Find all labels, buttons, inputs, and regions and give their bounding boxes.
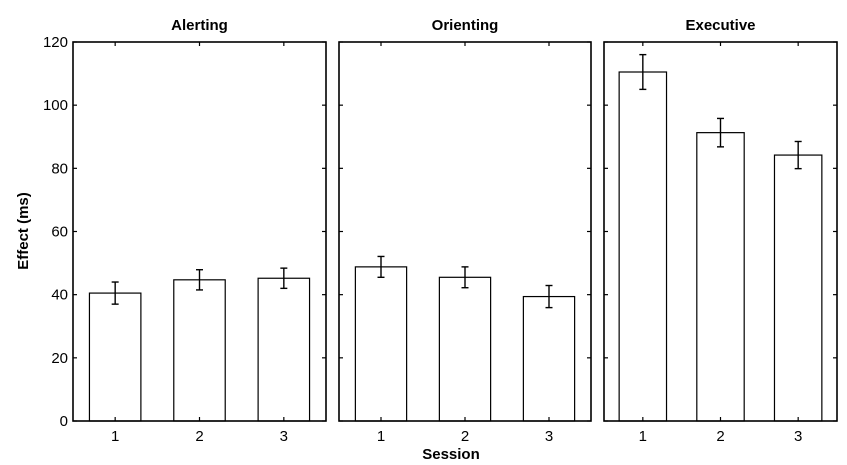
- y-axis-label: Effect (ms): [15, 192, 32, 270]
- x-tick-label: 3: [545, 428, 553, 445]
- panel-title: Executive: [685, 17, 755, 34]
- panel-alerting: Alerting 1 2 3: [72, 17, 327, 445]
- panel-frame: [338, 41, 592, 422]
- x-tick-label: 2: [716, 428, 724, 445]
- bar: [438, 276, 492, 422]
- panel-executive: Executive 1 2 3: [603, 17, 838, 445]
- bar: [88, 292, 142, 422]
- panel-frame: [72, 41, 327, 422]
- bar: [354, 266, 408, 422]
- y-tick-label: 80: [51, 160, 68, 177]
- bar: [696, 132, 745, 422]
- panel-orienting: Orienting 1 2 3: [338, 17, 592, 445]
- x-tick-label: 3: [794, 428, 802, 445]
- y-tick-label: 120: [43, 34, 68, 51]
- chart-panels: Alerting 1 2 3 Orienting 1 2 3 Executive 1 2 3 0 20 40…: [43, 17, 838, 445]
- panel-title: Orienting: [432, 17, 499, 34]
- bar: [618, 71, 668, 422]
- x-tick-label: 3: [280, 428, 288, 445]
- bar: [173, 279, 226, 422]
- panel-title: Alerting: [171, 17, 228, 34]
- bar: [773, 154, 823, 422]
- x-tick-label: 2: [461, 428, 469, 445]
- x-tick-label: 1: [377, 428, 385, 445]
- y-tick-label: 60: [51, 224, 68, 241]
- bar: [522, 295, 576, 422]
- x-tick-label: 2: [195, 428, 203, 445]
- x-axis-label: Session: [422, 446, 480, 463]
- y-tick-label: 40: [51, 287, 68, 304]
- bar: [257, 277, 311, 422]
- panel-frame: [603, 41, 838, 422]
- y-tick-label: 0: [60, 413, 68, 430]
- x-tick-label: 1: [639, 428, 647, 445]
- x-tick-label: 1: [111, 428, 119, 445]
- y-tick-label: 100: [43, 97, 68, 114]
- y-tick-label: 20: [51, 350, 68, 367]
